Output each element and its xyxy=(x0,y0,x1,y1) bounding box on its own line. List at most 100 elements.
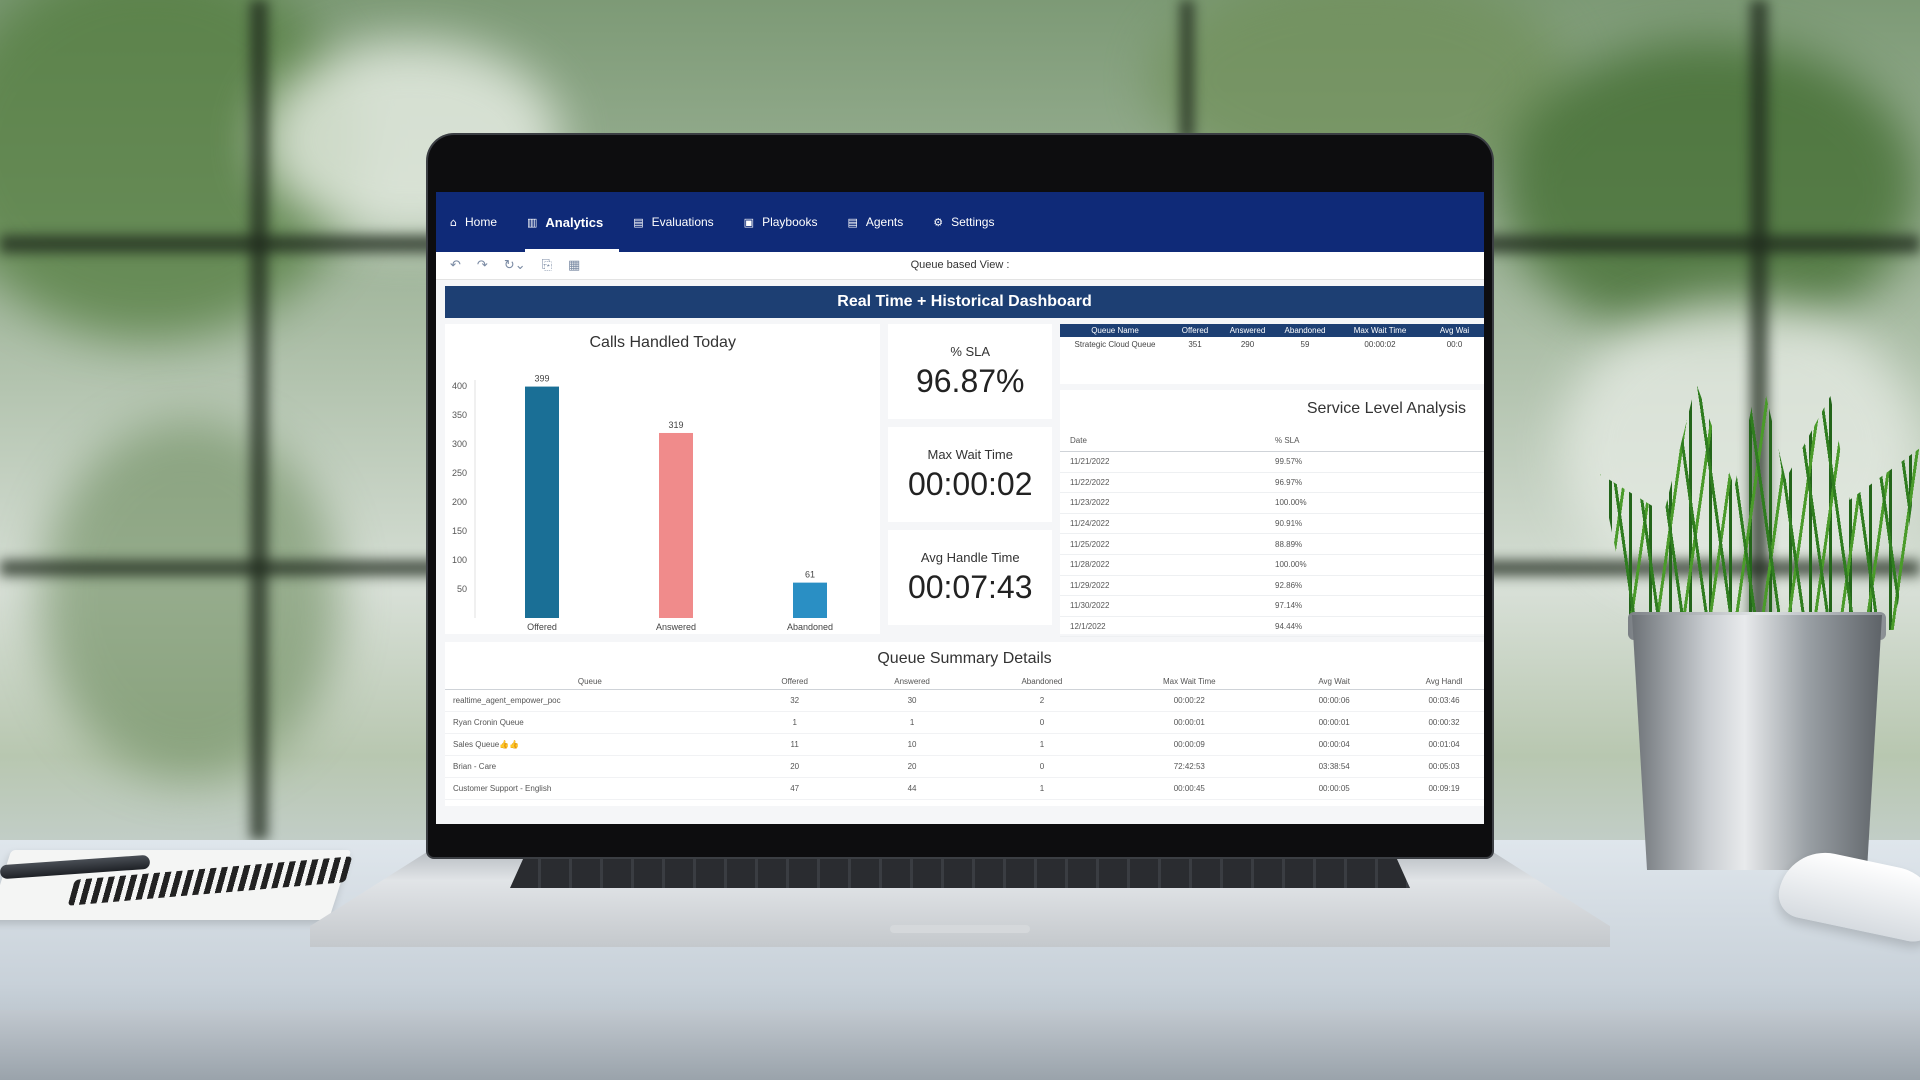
qs-col: Queue xyxy=(577,677,602,686)
table-cell: 0 xyxy=(1039,762,1045,771)
sla-col-pct: % SLA xyxy=(1275,436,1300,445)
chart-title: Calls Handled Today xyxy=(589,334,736,351)
qs-col: Avg Wait xyxy=(1318,677,1350,686)
refresh-icon[interactable]: ↻⌄ xyxy=(503,258,526,273)
table-cell: 59 xyxy=(1300,339,1310,349)
table-cell: 00:00:09 xyxy=(1173,740,1205,749)
table-row[interactable]: 11/21/2022 99.57% xyxy=(1060,452,1484,473)
table-cell: 00:00:04 xyxy=(1318,740,1350,749)
y-tick-label: 400 xyxy=(452,381,467,391)
table-row[interactable]: Customer Support - English 47 44 1 00:00… xyxy=(445,778,1484,800)
nav-playbooks-label: Playbooks xyxy=(762,215,818,229)
nav-settings-label: Settings xyxy=(951,215,995,229)
y-tick-label: 150 xyxy=(452,526,467,536)
agent-icon: ▤ xyxy=(847,215,858,229)
table-cell: 1 xyxy=(792,718,797,727)
nav-settings[interactable]: ⚙ Settings xyxy=(925,192,1016,252)
table-row[interactable]: 11/28/2022 100.00% xyxy=(1060,555,1484,576)
sla-date: 12/1/2022 xyxy=(1070,622,1106,632)
table-cell: 44 xyxy=(907,784,917,793)
chart-icon: ▥ xyxy=(527,215,538,229)
table-row[interactable]: 11/24/2022 90.91% xyxy=(1060,514,1484,535)
nav-home[interactable]: ⌂ Home xyxy=(442,192,519,252)
table-cell: 2 xyxy=(1039,696,1045,705)
bar-abandoned[interactable] xyxy=(793,582,827,618)
sla-col-date: Date xyxy=(1070,436,1087,445)
kpi-sla-value: 96.87% xyxy=(915,362,1025,399)
home-icon: ⌂ xyxy=(450,215,457,229)
nav-home-label: Home xyxy=(464,215,497,229)
table-cell: 10 xyxy=(907,740,917,749)
queue-summary-panel: Queue Summary Details Queue Offered Answ… xyxy=(445,642,1484,806)
kpi-sla: % SLA 96.87% xyxy=(888,324,1052,419)
kpi-avg-handle: Avg Handle Time 00:07:43 xyxy=(888,530,1052,625)
top-nav: ⌂ Home ▥ Analytics ▤ Evaluations ▣ Playb… xyxy=(436,192,1484,252)
kpi-avg-handle-value: 00:07:43 xyxy=(907,568,1033,605)
table-cell: 00:00:01 xyxy=(1318,718,1350,727)
y-tick-label: 300 xyxy=(452,439,467,449)
queue-table-col: Queue Name xyxy=(1091,326,1139,335)
table-row[interactable]: Strategic Cloud Queue 351 290 59 00:00:0… xyxy=(1060,337,1484,351)
table-cell: 72:42:53 xyxy=(1173,762,1205,771)
pages-icon[interactable]: ▦ xyxy=(568,258,581,273)
undo-icon[interactable]: ↶ xyxy=(450,258,461,273)
plant-pot xyxy=(1632,615,1882,870)
queue-summary-title: Queue Summary Details xyxy=(877,650,1052,667)
nav-agents-label: Agents xyxy=(865,215,904,229)
redo-icon[interactable]: ↷ xyxy=(476,258,488,273)
table-cell: 00:00:01 xyxy=(1173,718,1205,727)
y-tick-label: 50 xyxy=(457,584,467,594)
table-cell: 00:01:04 xyxy=(1428,740,1460,749)
sla-date: 11/29/2022 xyxy=(1070,580,1110,590)
nav-evaluations[interactable]: ▤ Evaluations xyxy=(625,192,735,252)
queue-table-col: Answered xyxy=(1229,326,1266,335)
qs-col: Offered xyxy=(781,677,808,686)
table-cell: 290 xyxy=(1240,339,1255,349)
calls-chart-panel: Calls Handled Today 50 100 150 200 250 300 350… xyxy=(445,324,881,634)
table-row[interactable]: Ryan Cronin Queue 1 1 0 00:00:01 00:00:0… xyxy=(445,712,1484,734)
nav-agents[interactable]: ▤ Agents xyxy=(839,192,925,252)
qs-col: Abandoned xyxy=(1021,677,1063,686)
clipboard-icon: ▤ xyxy=(633,215,644,229)
y-tick-label: 250 xyxy=(452,468,467,478)
bar-offered[interactable] xyxy=(525,386,559,618)
sla-value: 97.14% xyxy=(1275,601,1303,611)
service-level-panel: Service Level Analysis Date % SLA 11/21/… xyxy=(1060,390,1484,638)
x-category-label: Offered xyxy=(527,622,557,632)
bar-answered[interactable] xyxy=(659,432,693,618)
y-tick-label: 100 xyxy=(452,555,467,565)
table-cell: 00:03:46 xyxy=(1428,696,1460,705)
sla-date: 11/28/2022 xyxy=(1070,560,1110,570)
nav-analytics[interactable]: ▥ Analytics xyxy=(519,192,625,252)
table-row[interactable]: 11/22/2022 96.97% xyxy=(1060,473,1484,494)
queue-table-col: Abandoned xyxy=(1284,326,1326,335)
table-cell: 00:00:22 xyxy=(1173,696,1205,705)
table-row[interactable]: 11/29/2022 92.86% xyxy=(1060,576,1484,597)
nav-playbooks[interactable]: ▣ Playbooks xyxy=(736,192,840,252)
table-row[interactable]: 11/23/2022 100.00% xyxy=(1060,493,1484,514)
table-cell: 0 xyxy=(1039,718,1045,727)
table-row[interactable]: 11/25/2022 88.89% xyxy=(1060,534,1484,555)
revert-icon[interactable]: ⎘ xyxy=(541,258,553,273)
table-row[interactable]: Sales Queue👍👍 11 10 1 00:00:09 00:00:04 … xyxy=(445,734,1484,756)
bar-value-label: 319 xyxy=(668,420,683,430)
table-cell: 11 xyxy=(790,740,799,749)
table-cell: 00:05:03 xyxy=(1428,762,1460,771)
table-cell: 00:00:02 xyxy=(1364,339,1396,349)
sla-value: 94.44% xyxy=(1275,622,1303,632)
sla-value: 96.97% xyxy=(1275,477,1303,487)
table-row[interactable]: 11/30/2022 97.14% xyxy=(1060,596,1484,617)
table-cell: realtime_agent_empower_poc xyxy=(453,696,561,705)
kpi-max-wait-value: 00:00:02 xyxy=(907,465,1033,502)
table-cell: 30 xyxy=(907,696,917,705)
book-icon: ▣ xyxy=(743,215,755,229)
queue-table-col: Offered xyxy=(1181,326,1209,335)
laptop-keyboard xyxy=(510,858,1410,888)
dashboard-title: Real Time + Historical Dashboard xyxy=(445,286,1484,318)
table-row[interactable]: 12/1/2022 94.44% xyxy=(1060,617,1484,638)
table-row[interactable]: Brian - Care 20 20 0 72:42:53 03:38:54 0… xyxy=(445,756,1484,778)
table-row[interactable]: realtime_agent_empower_poc 32 30 2 00:00… xyxy=(445,690,1484,712)
y-tick-label: 350 xyxy=(452,410,467,420)
nav-analytics-label: Analytics xyxy=(545,214,604,230)
